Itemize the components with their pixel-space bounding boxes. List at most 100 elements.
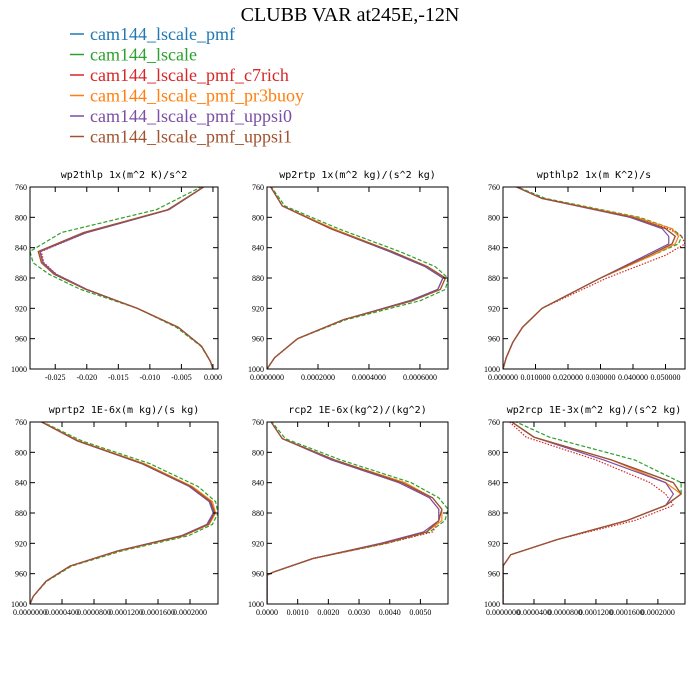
x-tick-label: 0.050000 [651, 373, 681, 382]
series-line [267, 187, 447, 369]
x-tick-label: 0.0040 [379, 608, 401, 617]
x-tick-label: 0.000000 [488, 373, 518, 382]
legend-label: cam144_lscale_pmf_uppsi1 [90, 127, 292, 147]
x-tick-label: 0.0000000 [486, 608, 520, 617]
legend-label: cam144_lscale_pmf_uppsi0 [90, 106, 292, 126]
x-tick-label: -0.015 [108, 373, 129, 382]
x-tick-label: 0.0000800 [548, 608, 582, 617]
series-group [503, 422, 683, 604]
y-tick-label: 800 [252, 448, 264, 457]
legend-item: cam144_lscale_pmf [70, 24, 235, 44]
chart-panel: wp2rcp 1E-3x(m^2 kg)/(s^2 kg) 760 800 840 88… [484, 405, 686, 617]
series-line [503, 187, 670, 369]
x-tick-label: -0.020 [76, 373, 97, 382]
y-tick-label: 1000 [484, 365, 500, 374]
y-tick-label: 800 [15, 213, 27, 222]
y-tick-label: 880 [15, 274, 27, 283]
y-tick-label: 1000 [248, 600, 264, 609]
y-tick-label: 1000 [248, 365, 264, 374]
series-line [30, 422, 217, 604]
y-tick-label: 840 [252, 244, 264, 253]
y-tick-label: 1000 [484, 600, 500, 609]
x-tick-label: 0.0020 [317, 608, 339, 617]
series-line [30, 422, 215, 604]
x-tick-label: 0.020000 [553, 373, 583, 382]
legend-item: cam144_lscale_pmf_c7rich [70, 65, 289, 85]
y-tick-label: 1000 [11, 365, 27, 374]
y-tick-label: 920 [252, 304, 264, 313]
series-line [267, 187, 448, 369]
x-tick-label: 0.0001600 [610, 608, 644, 617]
legend-label: cam144_lscale_pmf [90, 24, 235, 44]
legend-item: cam144_lscale_pmf_uppsi1 [70, 127, 292, 147]
series-line [267, 422, 440, 604]
series-line [503, 187, 676, 369]
legend-item: cam144_lscale_pmf_pr3buoy [70, 86, 304, 106]
y-tick-label: 960 [252, 335, 264, 344]
y-tick-label: 840 [488, 479, 500, 488]
x-tick-label: 0.0006000 [403, 373, 437, 382]
figure-title: CLUBB VAR at245E,-12N [241, 4, 460, 26]
y-tick-label: 920 [252, 539, 264, 548]
series-line [503, 422, 682, 604]
y-tick-label: 1000 [11, 600, 27, 609]
series-group [267, 422, 448, 604]
y-tick-label: 840 [15, 479, 27, 488]
series-line [267, 422, 443, 604]
x-tick-label: 0.0001600 [141, 608, 175, 617]
series-line [37, 187, 214, 369]
series-line [38, 187, 214, 369]
y-tick-label: 760 [15, 418, 27, 427]
y-tick-label: 960 [252, 570, 264, 579]
series-line [30, 422, 216, 604]
series-line [30, 422, 218, 604]
y-tick-label: 840 [15, 244, 27, 253]
y-tick-label: 800 [488, 448, 500, 457]
y-tick-label: 800 [488, 213, 500, 222]
x-tick-label: 0.0002000 [173, 608, 207, 617]
chart-panel: wp2thlp 1x(m^2 K)/s^2 760 800 840 880 920 960 1… [11, 170, 222, 382]
y-tick-label: 760 [488, 418, 500, 427]
y-tick-label: 960 [15, 570, 27, 579]
y-tick-label: 960 [15, 335, 27, 344]
x-tick-label: 0.0001200 [579, 608, 613, 617]
series-line [30, 187, 214, 369]
legend-label: cam144_lscale_pmf_c7rich [90, 65, 289, 85]
series-line [267, 422, 440, 604]
y-tick-label: 960 [488, 570, 500, 579]
x-tick-label: 0.030000 [586, 373, 616, 382]
series-line [503, 422, 675, 604]
series-group [30, 187, 214, 369]
plot-frame [29, 421, 219, 605]
panel-title: wpthlp2 1x(m K^2)/s [537, 170, 651, 181]
chart-panels: wp2thlp 1x(m^2 K)/s^2 760 800 840 880 920 960 1… [11, 170, 686, 617]
y-tick-label: 920 [15, 304, 27, 313]
x-tick-label: 0.0000400 [517, 608, 551, 617]
x-tick-label: -0.025 [45, 373, 66, 382]
plot-frame [266, 421, 449, 605]
series-group [267, 187, 448, 369]
series-line [267, 422, 443, 604]
x-tick-label: 0.040000 [618, 373, 648, 382]
series-line [38, 187, 214, 369]
series-line [267, 422, 443, 604]
x-tick-label: -0.010 [140, 373, 161, 382]
chart-panel: wp2rtp 1x(m^2 kg)/(s^2 kg) 760 800 840 880 92… [248, 170, 449, 382]
series-line [503, 422, 675, 604]
y-tick-label: 920 [488, 539, 500, 548]
series-line [39, 187, 214, 369]
y-tick-label: 880 [488, 509, 500, 518]
legend-item: cam144_lscale [70, 45, 197, 65]
panel-title: wprtp2 1E-6x(m kg)/(s kg) [49, 405, 200, 416]
y-tick-label: 880 [252, 274, 264, 283]
legend-label: cam144_lscale_pmf_pr3buoy [90, 86, 304, 106]
x-tick-label: 0.0000000 [13, 608, 47, 617]
y-tick-label: 880 [488, 274, 500, 283]
series-line [30, 422, 214, 604]
y-tick-label: 760 [252, 183, 264, 192]
y-tick-label: 920 [15, 539, 27, 548]
series-group [503, 187, 685, 369]
x-tick-label: 0.0050 [409, 608, 431, 617]
x-tick-label: 0.0010 [287, 608, 309, 617]
legend-item: cam144_lscale_pmf_uppsi0 [70, 106, 292, 126]
